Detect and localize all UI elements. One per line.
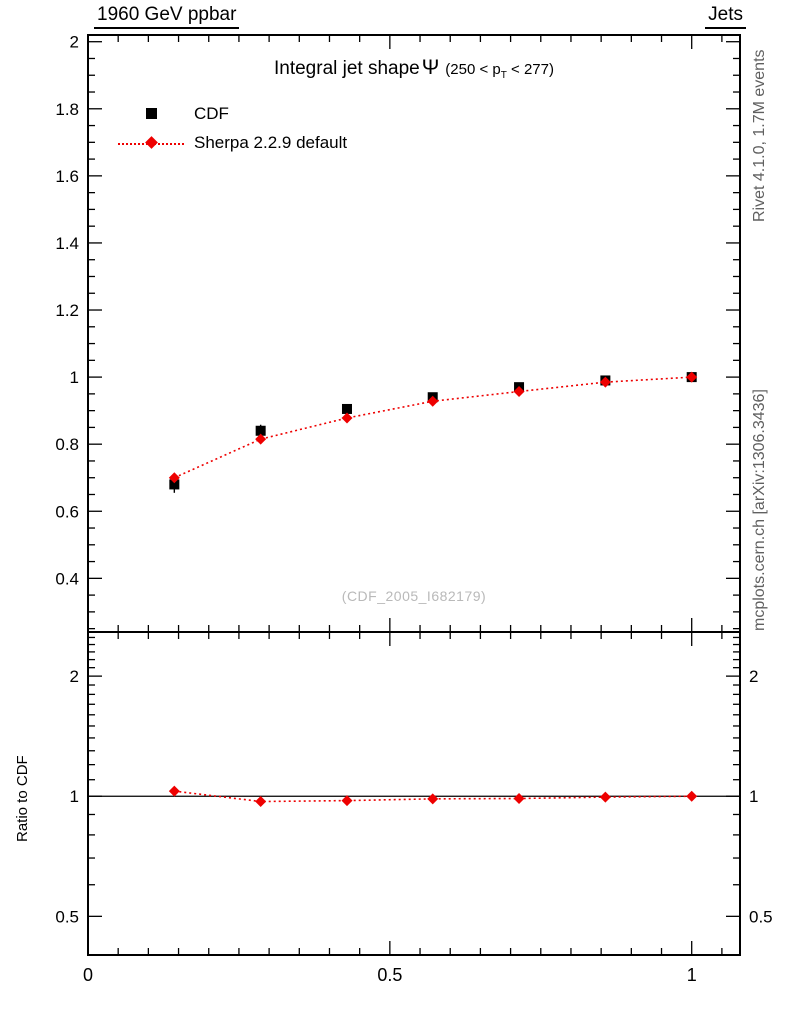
sherpa-2-2-9-default-line: [174, 376, 692, 479]
tick-label: 1: [70, 368, 79, 387]
cdf-point: [341, 403, 352, 414]
tick-label: 1: [687, 965, 697, 985]
legend: CDF Sherpa 2.2.9 default: [116, 99, 347, 157]
legend-item-cdf: CDF: [116, 99, 347, 128]
sherpa-2-2-9-default-point: [427, 395, 439, 407]
pt-subscript: T: [500, 70, 507, 81]
plot-title: Integral jet shapeΨ (250 < pT < 277): [88, 56, 740, 81]
sherpa-2-2-9-default-point: [513, 386, 525, 398]
tick-label: 2: [70, 33, 79, 52]
sherpa-cdf-ratio-point: [599, 791, 611, 803]
tick-label: 0: [83, 965, 93, 985]
tick-label: 2: [70, 667, 79, 686]
ratio-panel: 0.5 0.5 1 1 2 2 0 0.5 1: [55, 631, 773, 985]
psi-symbol: Ψ: [421, 56, 440, 79]
title-text: Integral jet shape: [273, 58, 420, 79]
sherpa-cdf-ratio-point: [255, 796, 267, 808]
tick-label: 0.8: [55, 435, 79, 454]
ratio-y-axis-label: Ratio to CDF: [14, 755, 31, 842]
tick-label: 1: [70, 787, 79, 806]
sherpa-2-2-9-default-point: [255, 433, 267, 445]
tick-label: 1.6: [55, 167, 79, 186]
sherpa-2-2-9-default-point: [686, 371, 698, 383]
cdf-square-icon: [116, 104, 186, 124]
sherpa-2-2-9-default-point: [341, 412, 353, 424]
tick-label: 0.5: [55, 907, 79, 926]
sherpa-cdf-ratio-point: [513, 792, 525, 804]
tick-label: 1.8: [55, 100, 79, 119]
rivet-version-note: Rivet 4.1.0, 1.7M events: [751, 49, 768, 222]
ratio-panel-frame: [87, 631, 741, 956]
sherpa-cdf-ratio-point: [341, 795, 353, 807]
tick-label: 0.5: [377, 965, 402, 985]
analysis-watermark: (CDF_2005_I682179): [341, 588, 487, 604]
tick-label: 1.4: [55, 234, 79, 253]
cdf-point: [169, 479, 180, 490]
tick-label: 0.5: [749, 907, 773, 926]
mcplots-arxiv-note: mcplots.cern.ch [arXiv:1306.3436]: [751, 389, 768, 631]
sherpa-2-2-9-default-point: [168, 472, 180, 484]
tick-label: 1.2: [55, 301, 79, 320]
process-label: Jets: [705, 4, 746, 29]
sherpa-diamond-line-icon: [116, 133, 186, 153]
tick-label: 0.4: [55, 569, 79, 588]
beam-label: 1960 GeV ppbar: [94, 4, 240, 29]
sherpa-cdf-ratio-point: [427, 793, 439, 805]
sherpa-cdf-ratio-point: [168, 785, 180, 797]
sherpa-cdf-ratio-point: [686, 790, 698, 802]
title-range: (250 < pT < 277): [445, 61, 554, 81]
legend-item-sherpa: Sherpa 2.2.9 default: [116, 128, 347, 157]
cdf-point: [255, 425, 266, 436]
tick-label: 2: [749, 667, 758, 686]
sherpa-2-2-9-default-point: [599, 376, 611, 388]
legend-label-cdf: CDF: [194, 103, 229, 123]
tick-label: 0.6: [55, 502, 79, 521]
legend-label-sherpa: Sherpa 2.2.9 default: [194, 132, 348, 152]
tick-label: 1: [749, 787, 758, 806]
